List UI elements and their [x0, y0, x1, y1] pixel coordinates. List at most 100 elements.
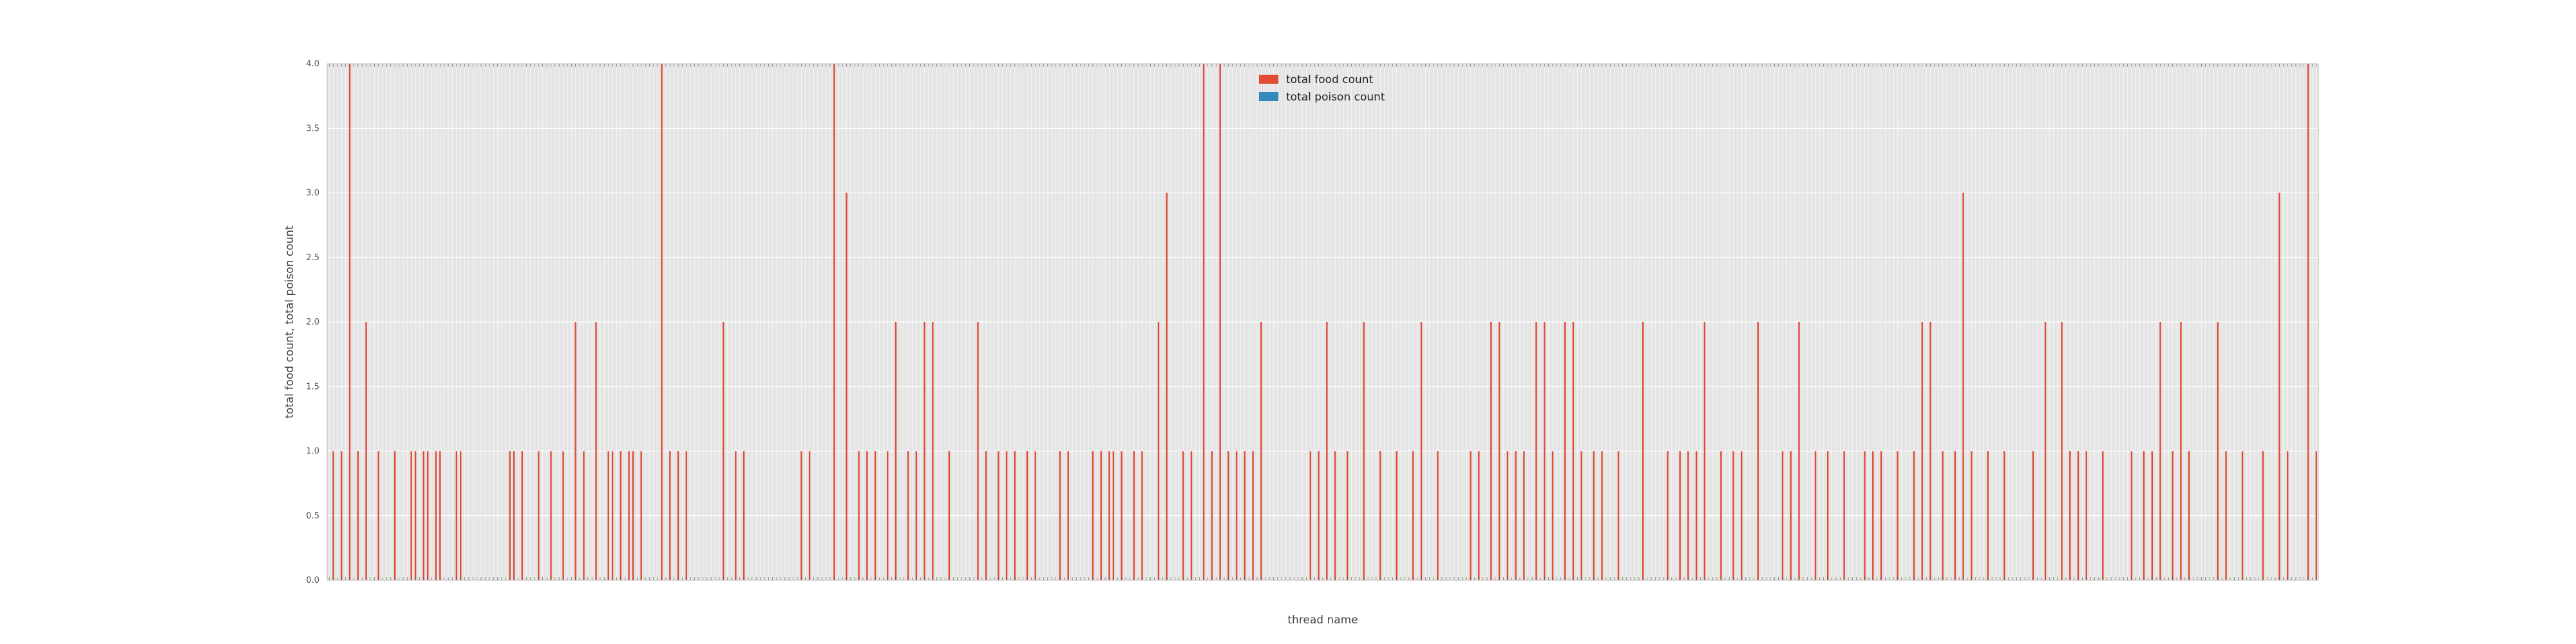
bar-food-424	[2069, 451, 2071, 580]
bar-food-475	[2278, 193, 2280, 580]
y-tick-label: 0.0	[306, 576, 319, 585]
bar-food-333	[1695, 451, 1698, 580]
y-axis-label: total food count, total poison count	[283, 225, 296, 419]
bar-food-74	[632, 451, 634, 580]
bar-food-331	[1687, 451, 1689, 580]
bar-food-462	[2225, 451, 2227, 580]
bar-food-9	[365, 322, 367, 580]
bar-food-471	[2262, 451, 2264, 580]
bar-food-208	[1182, 451, 1184, 580]
bar-food-428	[2085, 451, 2087, 580]
bar-food-388	[1921, 322, 1923, 580]
bar-food-191	[1112, 451, 1115, 580]
bar-food-3	[341, 451, 343, 580]
bar-food-432	[2102, 451, 2104, 580]
bar-food-326	[1667, 451, 1669, 580]
bar-food-60	[574, 322, 576, 580]
bar-food-291	[1523, 451, 1525, 580]
bar-food-393	[1942, 451, 1944, 580]
bar-food-126	[846, 193, 848, 580]
bar-food-131	[866, 451, 868, 580]
bar-food-210	[1190, 451, 1193, 580]
bar-food-376	[1872, 451, 1874, 580]
x-axis-label: thread name	[1287, 614, 1358, 627]
bar-food-320	[1642, 322, 1644, 580]
bar-food-190	[1108, 451, 1110, 580]
bar-food-444	[2151, 451, 2154, 580]
bar-food-186	[1092, 451, 1094, 580]
bar-food-1	[332, 451, 334, 580]
bar-food-73	[628, 451, 630, 580]
bar-food-26	[435, 451, 437, 580]
bar-food-245	[1334, 451, 1336, 580]
bar-food-354	[1781, 451, 1784, 580]
bar-food-404	[1987, 451, 1989, 580]
bar-food-335	[1703, 322, 1706, 580]
bar-food-96	[723, 322, 724, 580]
bar-food-266	[1420, 322, 1423, 580]
bar-food-256	[1379, 451, 1381, 580]
bar-food-358	[1798, 322, 1800, 580]
bar-food-204	[1166, 193, 1168, 580]
bar-food-123	[833, 64, 835, 580]
bar-food-47	[521, 451, 524, 580]
bar-food-248	[1347, 451, 1349, 580]
legend-swatch-food	[1259, 75, 1278, 84]
bar-food-165	[1005, 451, 1008, 580]
bar-food-287	[1506, 451, 1509, 580]
bar-food-303	[1572, 322, 1575, 580]
bar-food-446	[2159, 322, 2161, 580]
bar-food-160	[985, 451, 987, 580]
bar-food-62	[583, 451, 585, 580]
bar-food-477	[2286, 451, 2289, 580]
legend-label-poison: total poison count	[1286, 91, 1385, 104]
bar-food-344	[1741, 451, 1743, 580]
y-tick-label: 2.0	[306, 317, 319, 327]
bar-food-439	[2130, 451, 2133, 580]
bar-food-51	[538, 451, 540, 580]
bar-food-217	[1219, 64, 1221, 580]
bar-food-54	[550, 451, 552, 580]
bar-food-453	[2188, 451, 2190, 580]
bar-food-270	[1437, 451, 1439, 580]
bar-food-310	[1601, 451, 1603, 580]
bar-food-129	[858, 451, 860, 580]
bar-food-23	[422, 451, 425, 580]
bar-food-451	[2180, 322, 2182, 580]
bar-food-68	[607, 451, 609, 580]
bar-food-151	[948, 451, 951, 580]
bar-food-308	[1593, 451, 1595, 580]
y-tick-label: 4.0	[306, 59, 319, 69]
bar-food-21	[414, 451, 417, 580]
bar-food-115	[800, 451, 802, 580]
legend-swatch-poison	[1259, 92, 1278, 101]
bar-food-188	[1100, 451, 1102, 580]
bar-food-136	[887, 451, 889, 580]
bar-food-76	[640, 451, 642, 580]
bar-food-289	[1515, 451, 1517, 580]
bar-food-133	[874, 451, 876, 580]
bar-food-5	[348, 64, 351, 580]
bar-food-24	[426, 451, 429, 580]
bar-food-400	[1971, 451, 1973, 580]
bar-food-147	[932, 322, 934, 580]
bar-food-460	[2217, 322, 2219, 580]
bar-food-138	[895, 322, 897, 580]
bar-food-167	[1014, 451, 1016, 580]
bar-food-141	[907, 451, 909, 580]
bar-food-418	[2044, 322, 2047, 580]
bar-food-180	[1067, 451, 1069, 580]
bar-food-213	[1202, 64, 1205, 580]
bar-food-83	[669, 451, 671, 580]
bar-food-342	[1732, 451, 1734, 580]
y-tick-label: 1.0	[306, 447, 319, 457]
bar-food-296	[1544, 322, 1546, 580]
bar-food-260	[1396, 451, 1397, 580]
bar-food-196	[1133, 451, 1135, 580]
bar-food-283	[1490, 322, 1492, 580]
bar-food-178	[1059, 451, 1061, 580]
bar-food-12	[377, 451, 379, 580]
bar-food-7	[357, 451, 359, 580]
bar-food-219	[1227, 451, 1229, 580]
